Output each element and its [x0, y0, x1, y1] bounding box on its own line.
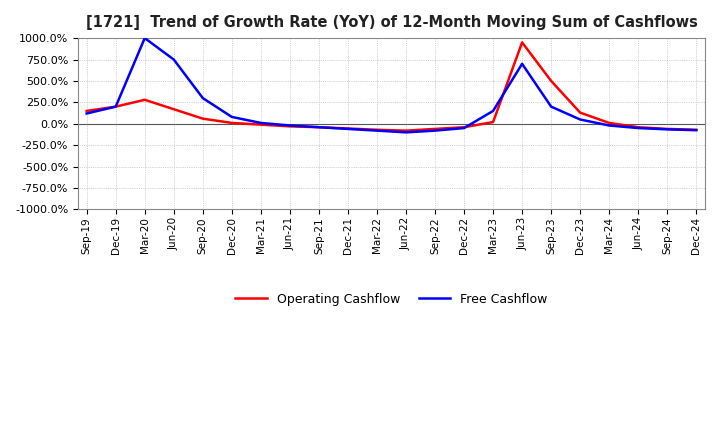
Free Cashflow: [605, 123, 613, 128]
Title: [1721]  Trend of Growth Rate (YoY) of 12-Month Moving Sum of Cashflows: [1721] Trend of Growth Rate (YoY) of 12-…: [86, 15, 698, 30]
Operating Cashflow: [431, 126, 439, 132]
Operating Cashflow: [634, 125, 642, 130]
Free Cashflow: [228, 114, 236, 120]
Free Cashflow: [431, 128, 439, 133]
Free Cashflow: [199, 95, 207, 101]
Operating Cashflow: [576, 110, 585, 115]
Free Cashflow: [256, 120, 265, 125]
Operating Cashflow: [692, 127, 701, 132]
Operating Cashflow: [402, 128, 410, 133]
Operating Cashflow: [343, 126, 352, 131]
Free Cashflow: [663, 127, 672, 132]
Operating Cashflow: [169, 106, 178, 112]
Operating Cashflow: [82, 108, 91, 114]
Operating Cashflow: [228, 120, 236, 125]
Free Cashflow: [489, 108, 498, 114]
Operating Cashflow: [663, 126, 672, 132]
Free Cashflow: [634, 125, 642, 131]
Operating Cashflow: [256, 122, 265, 127]
Operating Cashflow: [546, 78, 555, 84]
Free Cashflow: [286, 123, 294, 128]
Free Cashflow: [460, 125, 469, 131]
Line: Operating Cashflow: Operating Cashflow: [86, 42, 696, 131]
Free Cashflow: [373, 128, 382, 133]
Free Cashflow: [576, 117, 585, 122]
Free Cashflow: [140, 36, 149, 41]
Free Cashflow: [112, 104, 120, 109]
Free Cashflow: [169, 57, 178, 62]
Free Cashflow: [315, 125, 323, 130]
Free Cashflow: [518, 61, 526, 66]
Operating Cashflow: [286, 124, 294, 129]
Free Cashflow: [546, 104, 555, 109]
Operating Cashflow: [373, 127, 382, 132]
Operating Cashflow: [140, 97, 149, 103]
Operating Cashflow: [605, 120, 613, 125]
Operating Cashflow: [460, 125, 469, 130]
Line: Free Cashflow: Free Cashflow: [86, 38, 696, 132]
Operating Cashflow: [489, 119, 498, 125]
Operating Cashflow: [315, 125, 323, 130]
Operating Cashflow: [112, 104, 120, 109]
Operating Cashflow: [518, 40, 526, 45]
Free Cashflow: [82, 111, 91, 116]
Legend: Operating Cashflow, Free Cashflow: Operating Cashflow, Free Cashflow: [230, 288, 552, 311]
Free Cashflow: [402, 130, 410, 135]
Free Cashflow: [692, 128, 701, 133]
Free Cashflow: [343, 126, 352, 132]
Operating Cashflow: [199, 116, 207, 121]
